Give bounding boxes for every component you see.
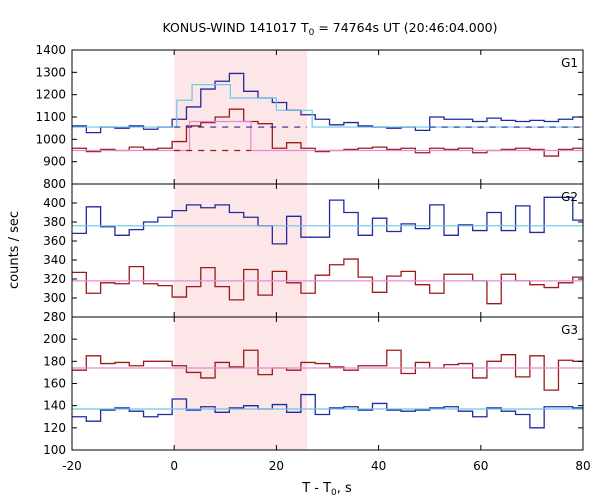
x-tick-label: 40 [371, 459, 386, 473]
y-tick-label: 1100 [35, 110, 66, 124]
y-tick-label: 200 [43, 332, 66, 346]
y-tick-label: 1400 [35, 43, 66, 57]
y-tick-label: 1000 [35, 132, 66, 146]
x-tick-label: -20 [62, 459, 82, 473]
panel-g3: 100 120 140 160 180 200 G3 [43, 316, 584, 457]
y-tick-label: 360 [43, 234, 66, 248]
chart-title-sub: 0 [309, 28, 315, 38]
y-tick-label: 100 [43, 443, 66, 457]
y-tick-label: 400 [43, 196, 66, 210]
series-step-dark_red-g2 [72, 258, 583, 305]
panel-g2: 280 300 320 340 360 380 400 G2 [43, 183, 584, 324]
panel-frame-g1 [71, 49, 584, 185]
panels-layer: 800 900 1000 1100 1200 1300 1400 G1 280 300 320 340… [35, 43, 584, 457]
panel-label: G2 [561, 190, 578, 204]
x-axis-label: T - T0, s [301, 481, 352, 498]
y-tick-label: 320 [43, 272, 66, 286]
y-tick-label: 180 [43, 354, 66, 368]
highlight-layer [174, 50, 308, 450]
panel-g1: 800 900 1000 1100 1200 1300 1400 G1 [35, 43, 584, 191]
x-axis-label-rest: , s [337, 481, 352, 496]
chart-title-main: KONUS-WIND 141017 T [162, 20, 308, 35]
panel-label: G3 [561, 323, 578, 337]
series-step-dark_red-g3 [72, 349, 583, 391]
y-tick-label: 900 [43, 155, 66, 169]
y-tick-label: 800 [43, 177, 66, 191]
series-step-blue-g1 [72, 72, 583, 134]
panel-label: G1 [561, 56, 578, 70]
y-tick-label: 160 [43, 377, 66, 391]
x-tick-label: 80 [575, 459, 590, 473]
y-axis-label: counts / sec [7, 211, 22, 289]
y-tick-label: 140 [43, 399, 66, 413]
series-fit-light_blue-g1 [72, 84, 583, 128]
y-tick-label: 340 [43, 253, 66, 267]
x-tick-label: 20 [269, 459, 284, 473]
x-tick-label: 60 [473, 459, 488, 473]
x-tick-label: 0 [170, 459, 178, 473]
x-axis: -20 0 20 40 60 80 [62, 459, 590, 473]
series-step-blue-g3 [72, 393, 583, 429]
chart-title-rest: = 74764s UT (20:46:04.000) [314, 20, 497, 35]
series-step-blue-g2 [72, 196, 583, 245]
x-axis-label-sub: 0 [331, 488, 337, 498]
y-tick-label: 1200 [35, 88, 66, 102]
series-step-dark_red-g1 [72, 108, 583, 157]
chart-title: KONUS-WIND 141017 T0 = 74764s UT (20:46:… [162, 20, 497, 38]
y-tick-label: 380 [43, 215, 66, 229]
y-tick-label: 120 [43, 421, 66, 435]
series-fit-pink-g1 [72, 120, 583, 152]
panel-frame-g2 [71, 183, 584, 318]
y-tick-label: 300 [43, 291, 66, 305]
highlight-interval [174, 50, 308, 450]
panel-frame-g3 [71, 316, 584, 451]
x-axis-label-main: T - T [301, 481, 331, 496]
y-tick-label: 280 [43, 310, 66, 324]
y-tick-label: 1300 [35, 65, 66, 79]
